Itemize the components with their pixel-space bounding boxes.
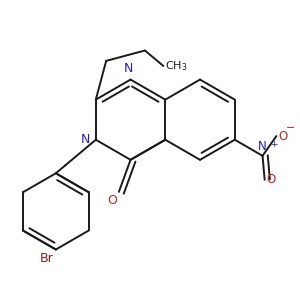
Text: N: N xyxy=(124,62,133,75)
Text: O: O xyxy=(107,194,117,207)
Text: −: − xyxy=(286,123,295,133)
Text: O: O xyxy=(267,173,276,186)
Text: CH$_3$: CH$_3$ xyxy=(165,59,188,73)
Text: Br: Br xyxy=(40,251,54,265)
Text: N: N xyxy=(258,140,267,153)
Text: +: + xyxy=(270,140,277,148)
Text: N: N xyxy=(80,133,90,146)
Text: O: O xyxy=(278,130,288,142)
